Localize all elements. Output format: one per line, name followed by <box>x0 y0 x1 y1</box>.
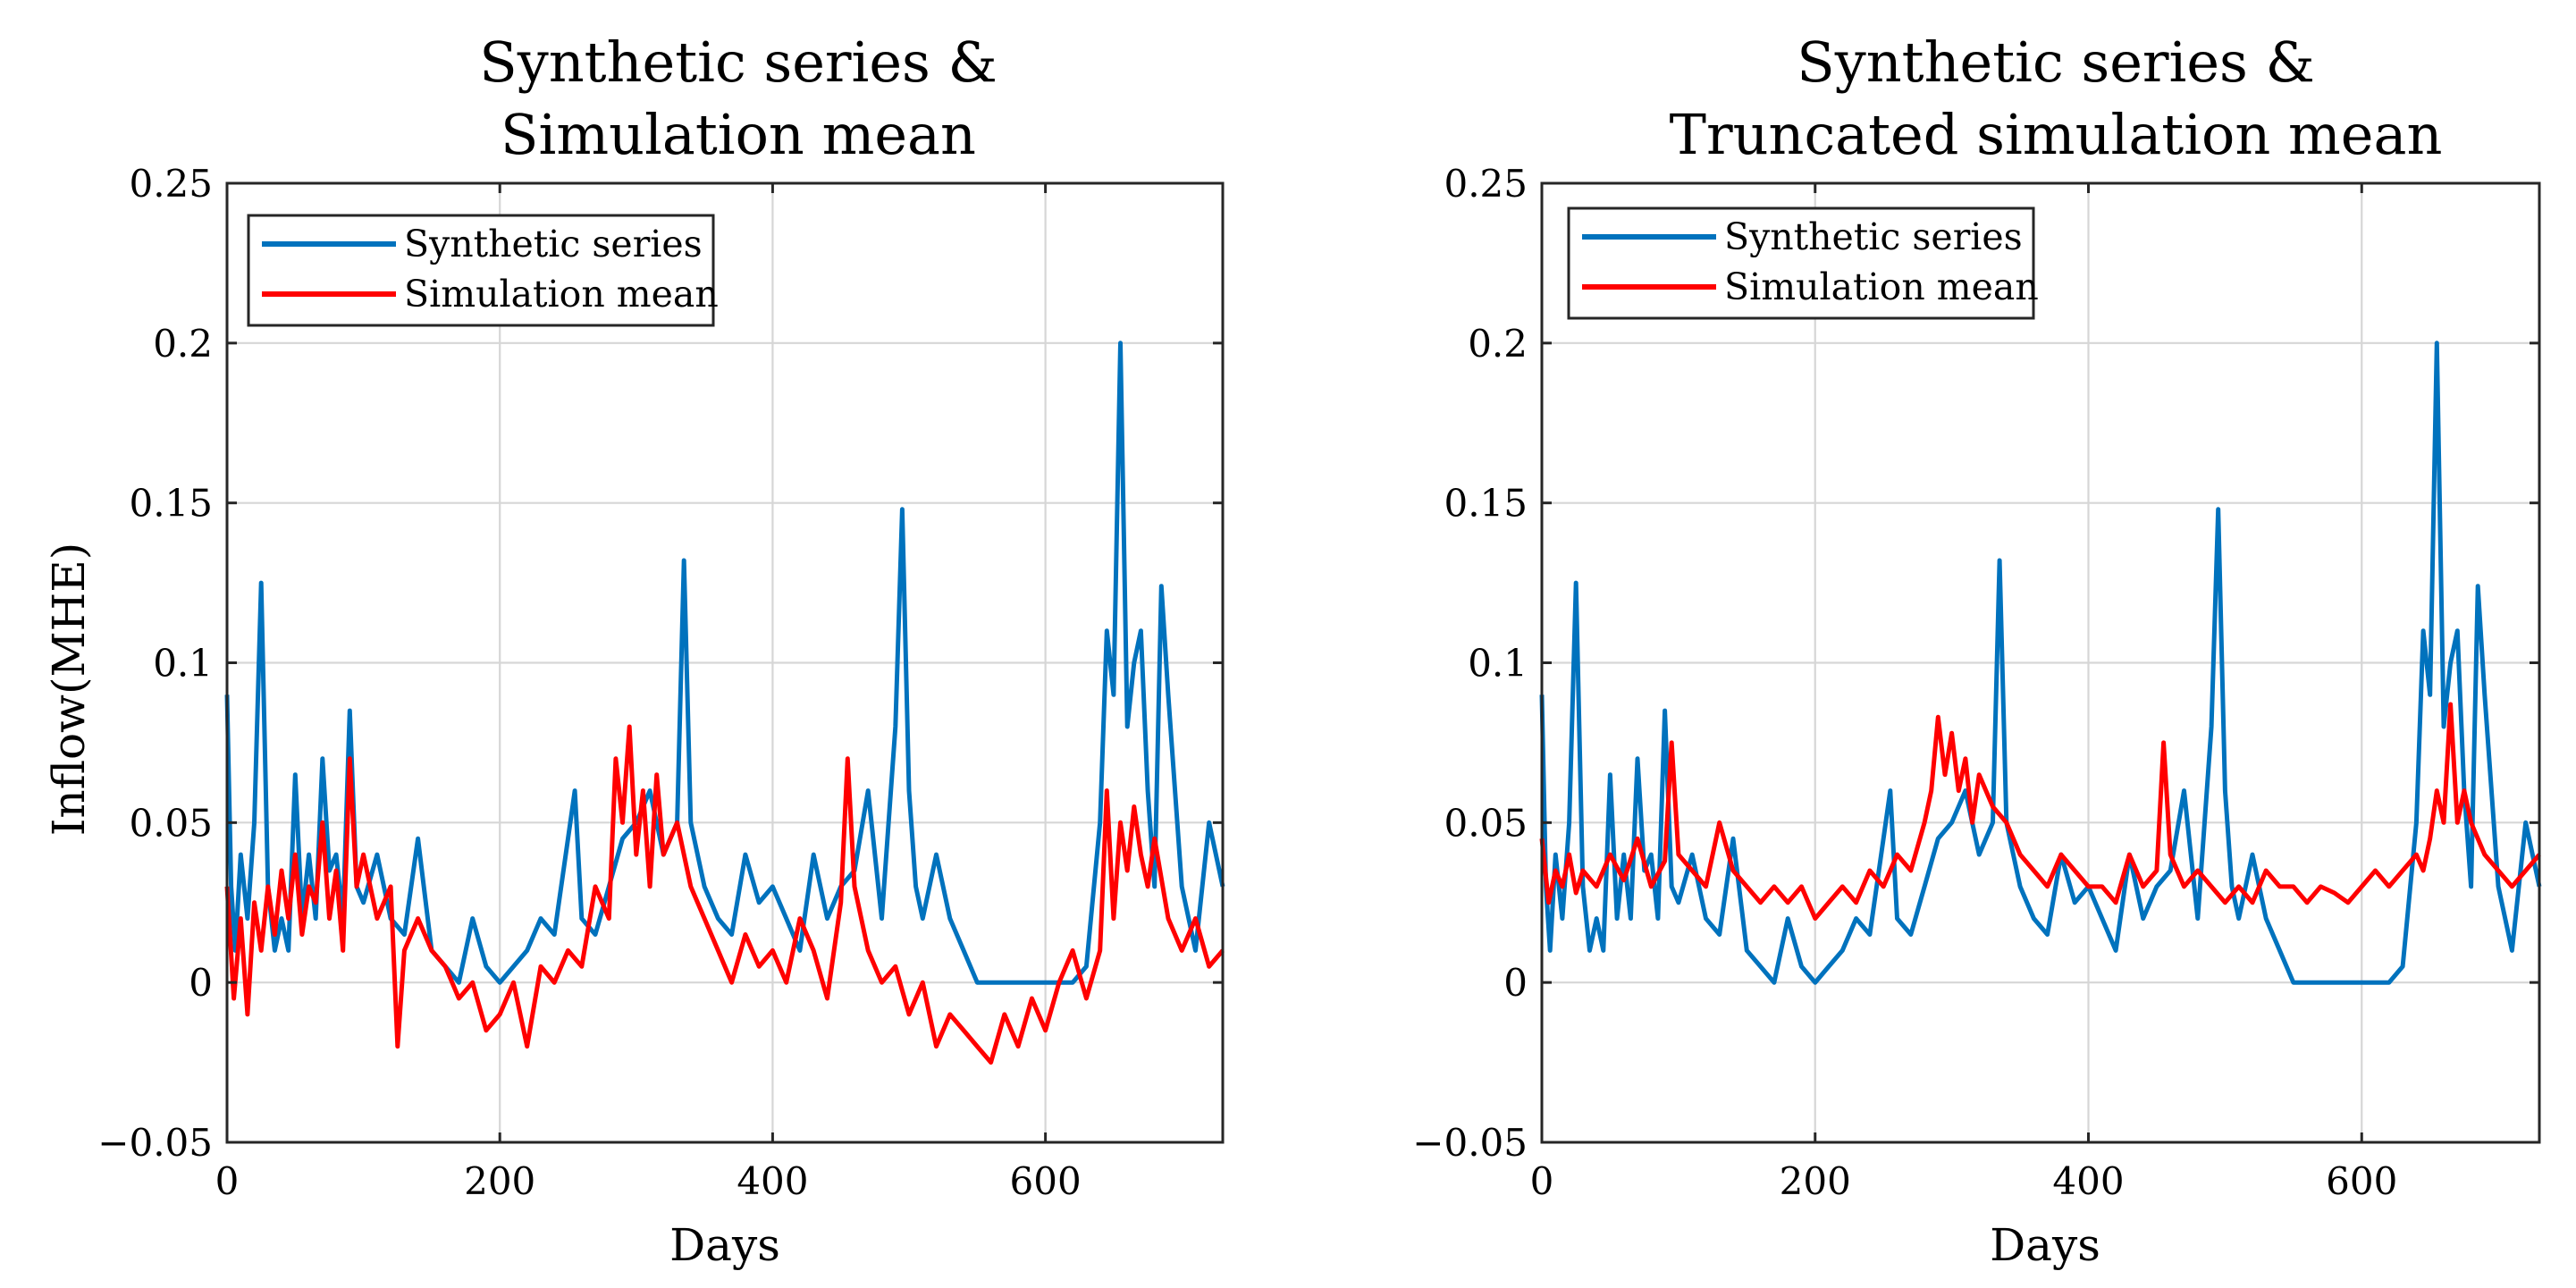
right-chart-grid <box>1542 183 2539 1142</box>
left-xtick-label-0: 0 <box>215 1159 240 1203</box>
right-chart-legend: Synthetic series Simulation mean <box>1567 206 2039 320</box>
left-xtick-label-3: 600 <box>1010 1159 1082 1203</box>
left-chart-xlabel: Days <box>669 1219 780 1271</box>
right-legend-simulation-label: Simulation mean <box>1724 265 2039 308</box>
right-chart-xlabel: Days <box>1990 1219 2100 1271</box>
right-chart-title-line-2: Truncated simulation mean <box>1670 102 2443 167</box>
right-xtick-label-0: 0 <box>1530 1159 1554 1203</box>
right-ytick-label-0: −0.05 <box>1412 1121 1528 1165</box>
left-ytick-label-0: −0.05 <box>97 1121 213 1165</box>
left-chart-legend: Synthetic series Simulation mean <box>247 214 719 327</box>
right-chart-title-line-1: Synthetic series & <box>1797 29 2315 95</box>
right-ytick-label-2: 0.05 <box>1444 801 1528 845</box>
right-ytick-label-4: 0.15 <box>1444 482 1528 526</box>
right-ytick-label-1: 0 <box>1503 961 1528 1005</box>
left-chart-title-line-1: Synthetic series & <box>479 29 998 95</box>
left-chart-grid <box>227 183 1223 1142</box>
right-legend-box <box>1567 206 2035 320</box>
left-legend-simulation-label: Simulation mean <box>404 273 719 316</box>
right-xtick-label-1: 200 <box>1780 1159 1851 1203</box>
left-legend-synthetic-label: Synthetic series <box>404 223 703 265</box>
right-xtick-label-2: 400 <box>2052 1159 2124 1203</box>
left-chart-title-line-2: Simulation mean <box>501 102 976 167</box>
left-ytick-label-6: 0.25 <box>129 162 213 206</box>
right-chart: Synthetic series & Truncated simulation … <box>1412 29 2542 1271</box>
left-ytick-label-4: 0.15 <box>129 482 213 526</box>
right-ytick-label-3: 0.1 <box>1468 642 1528 686</box>
right-ytick-label-5: 0.2 <box>1468 322 1528 366</box>
right-series-synthetic-line <box>1539 341 2542 985</box>
right-xtick-label-3: 600 <box>2326 1159 2397 1203</box>
right-series-simulation-line <box>1539 702 2541 922</box>
left-xtick-label-1: 200 <box>464 1159 535 1203</box>
left-xtick-label-2: 400 <box>737 1159 808 1203</box>
left-series-simulation-line <box>224 724 1225 1065</box>
left-ytick-label-2: 0.05 <box>129 801 213 845</box>
right-chart-series <box>1539 341 2542 985</box>
left-chart-ylabel: Inflow(MHE) <box>43 543 95 837</box>
left-ytick-label-3: 0.1 <box>153 642 213 686</box>
left-chart: Synthetic series & Simulation mean 0 200 4… <box>43 29 1225 1271</box>
left-chart-series <box>224 341 1225 1065</box>
right-ytick-label-6: 0.25 <box>1444 162 1528 206</box>
left-ytick-label-1: 0 <box>189 961 213 1005</box>
right-legend-synthetic-label: Synthetic series <box>1724 215 2023 258</box>
left-ytick-label-5: 0.2 <box>153 322 213 366</box>
left-legend-box <box>247 214 715 327</box>
